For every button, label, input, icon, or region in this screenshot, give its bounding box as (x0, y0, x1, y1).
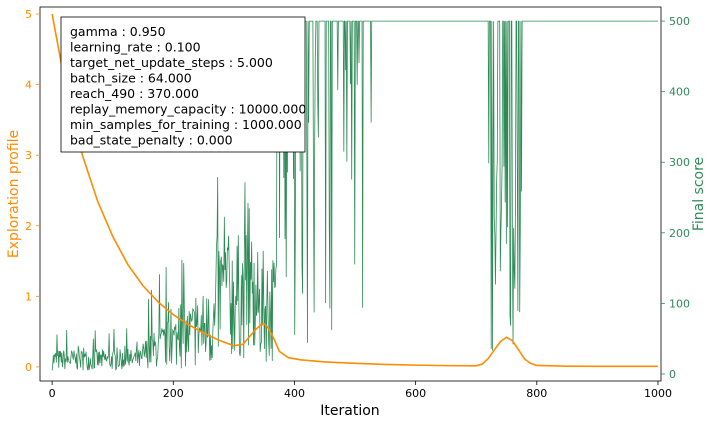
right-tick-label: 100 (669, 297, 690, 310)
hyperparameter-line: gamma : 0.950 (70, 24, 166, 39)
x-tick-label: 0 (49, 387, 56, 400)
hyperparameter-line: replay_memory_capacity : 10000.000 (70, 102, 306, 117)
x-axis-title: Iteration (320, 403, 379, 419)
hyperparameter-line: reach_490 : 370.000 (70, 86, 199, 101)
right-tick-label: 400 (669, 86, 690, 99)
x-tick-label: 800 (526, 387, 547, 400)
right-tick-label: 0 (669, 368, 676, 381)
series-final-score-line (51, 20, 658, 371)
x-tick-label: 200 (163, 387, 184, 400)
left-tick-label: 5 (25, 8, 32, 21)
x-tick-label: 1000 (644, 387, 672, 400)
hyperparameter-box-frame (60, 16, 306, 153)
hyperparameter-line: learning_rate : 0.100 (70, 40, 201, 55)
series-layer (51, 13, 658, 371)
right-tick-label: 300 (669, 156, 690, 169)
hyperparameter-line: bad_state_penalty : 0.000 (70, 133, 233, 148)
right-axis-title: Final score (691, 157, 707, 231)
hyperparameter-line: batch_size : 64.000 (70, 71, 192, 86)
plot-frame (39, 6, 662, 382)
left-tick-label: 1 (25, 290, 32, 303)
series-exploration-profile-line (51, 13, 658, 368)
x-tick-label: 400 (284, 387, 305, 400)
left-tick-label: 2 (25, 220, 32, 233)
right-tick-label: 200 (669, 227, 690, 240)
x-tick-label: 600 (405, 387, 426, 400)
left-axis-title: Exploration profile (6, 130, 22, 258)
left-tick-label: 4 (25, 79, 32, 92)
right-tick-label: 500 (669, 15, 690, 28)
hyperparameter-line: target_net_update_steps : 5.000 (70, 55, 273, 70)
left-tick-label: 0 (25, 361, 32, 374)
tick-layer: 0 200 400 600 800 1000 0 1 2 3 4 5 0 100 200 300 400 500 (25, 8, 690, 400)
hyperparameter-line: min_samples_for_training : 1000.000 (70, 117, 302, 132)
left-tick-label: 3 (25, 149, 32, 162)
